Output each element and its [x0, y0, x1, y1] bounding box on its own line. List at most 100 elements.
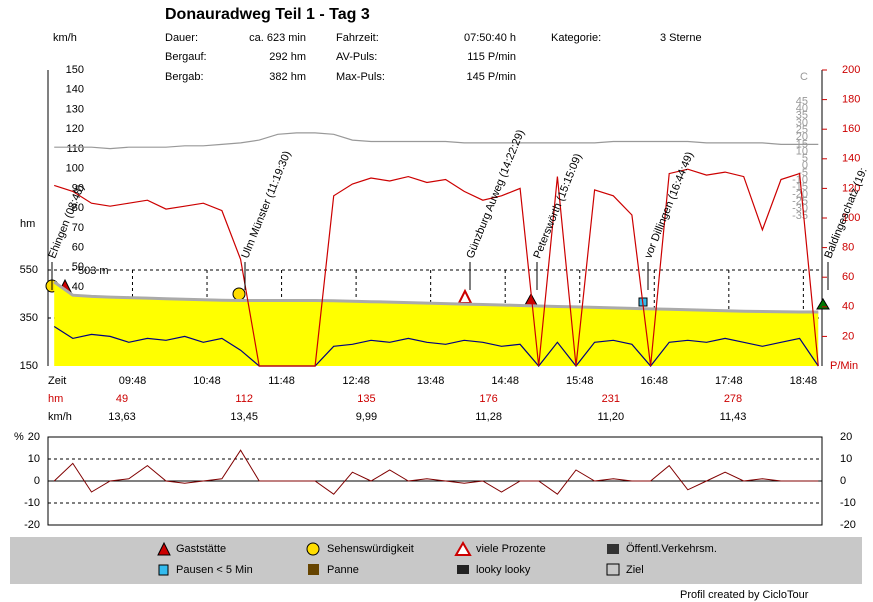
- legend-entry: Panne: [327, 564, 359, 576]
- stats-value: 112: [235, 393, 253, 405]
- summary-label: Kategorie:: [551, 32, 601, 44]
- legend-icons: [157, 541, 620, 576]
- legend-entry: Öffentl.Verkehrsm.: [626, 543, 717, 555]
- stats-value: 11,43: [720, 411, 747, 423]
- annotation: vor Dillingen (16:44:49): [642, 150, 696, 260]
- chart-title: Donauradweg Teil 1 - Tag 3: [165, 6, 370, 23]
- x-tick-label: 12:48: [342, 375, 370, 387]
- elevation-label: 503 m: [78, 265, 109, 277]
- summary-value: 07:50:40 h: [464, 32, 516, 44]
- y-tick-label: 110: [66, 143, 84, 155]
- y-tick-label: 70: [72, 222, 84, 234]
- legend-entry: Pausen < 5 Min: [176, 564, 253, 576]
- y4-tick-label: -25: [792, 195, 808, 207]
- stats-value: 49: [116, 393, 128, 405]
- poi-smiley: [232, 287, 246, 301]
- annotation: Peterswörth (15:15:09): [531, 152, 584, 260]
- summary-label: Dauer:: [165, 32, 198, 44]
- legend-icon: [158, 564, 169, 576]
- y3-tick-label: 550: [20, 264, 38, 276]
- y2-tick-label: 200: [842, 64, 860, 76]
- y4-tick-label: 0: [802, 160, 808, 172]
- x-tick-label: 18:48: [790, 375, 818, 387]
- annotation: Ulm Münster (11:19:30): [239, 149, 293, 260]
- y4-tick-label: 25: [796, 124, 808, 136]
- summary-label: Fahrzeit:: [336, 32, 379, 44]
- x-tick-label: 09:48: [119, 375, 147, 387]
- y4-tick-label: 5: [802, 153, 808, 165]
- x-axis-label: Zeit: [48, 375, 66, 387]
- stats-label: hm: [48, 393, 63, 405]
- y2-tick-label: 180: [842, 94, 860, 106]
- axis-unit: C: [800, 71, 808, 83]
- stats-value: 176: [479, 393, 497, 405]
- y-tick-label-right: -20: [840, 519, 856, 531]
- x-tick-label: 17:48: [715, 375, 743, 387]
- axis-unit: km/h: [53, 32, 77, 44]
- axis-unit: P/Min: [830, 360, 858, 372]
- summary-label: Bergab:: [165, 71, 204, 83]
- stats-value: 135: [357, 393, 375, 405]
- y-tick-label: 130: [66, 103, 84, 115]
- y3-tick-label: 150: [20, 360, 38, 372]
- poi-finish: [816, 298, 830, 310]
- summary-value: 382 hm: [269, 71, 306, 83]
- y-tick-label: -10: [24, 497, 40, 509]
- legend-entry: Sehenswürdigkeit: [327, 543, 414, 555]
- x-tick-label: 14:48: [491, 375, 519, 387]
- summary-value: 3 Sterne: [660, 32, 702, 44]
- y4-tick-label: -15: [792, 181, 808, 193]
- y-tick-label-right: 0: [840, 475, 846, 487]
- y-tick-label: 90: [72, 182, 84, 194]
- stats-value: 13,45: [230, 411, 258, 423]
- stats-value: 231: [602, 393, 620, 405]
- stats-value: 278: [724, 393, 742, 405]
- series-line: [54, 132, 819, 150]
- y4-tick-label: 10: [796, 145, 808, 157]
- summary-label: AV-Puls:: [336, 51, 377, 63]
- legend-entry: looky looky: [476, 564, 531, 576]
- stats-label: km/h: [48, 411, 72, 423]
- legend-icon: [308, 564, 319, 575]
- y-tick-label-right: 10: [840, 453, 852, 465]
- y3-tick-label: 350: [20, 312, 38, 324]
- stats-value: 9,99: [356, 411, 377, 423]
- legend-entry: viele Prozente: [476, 543, 546, 555]
- y-tick-label: -20: [24, 519, 40, 531]
- stats-value: 11,28: [475, 411, 502, 423]
- legend-icon: [454, 541, 472, 556]
- elevation-area: [54, 282, 819, 366]
- series-line: [54, 168, 819, 367]
- legend-box: [10, 537, 862, 584]
- stats-value: 13,63: [108, 411, 136, 423]
- y4-tick-label: -35: [792, 210, 808, 222]
- y4-tick-label: 35: [796, 110, 808, 122]
- y2-tick-label: 60: [842, 271, 854, 283]
- y-axis-unit: %: [14, 431, 24, 443]
- legend-icon: [606, 563, 620, 576]
- y2-tick-label: 40: [842, 301, 854, 313]
- y-tick-label-right: -10: [840, 497, 856, 509]
- y-tick-label: 80: [72, 202, 84, 214]
- y4-tick-label: -20: [792, 188, 808, 200]
- summary-label: Max-Puls:: [336, 71, 385, 83]
- y4-tick-label: 20: [796, 131, 808, 143]
- y4-tick-label: 40: [796, 103, 808, 115]
- y-tick-label: 40: [72, 281, 84, 293]
- y-tick-label: 140: [66, 84, 84, 96]
- poi-warning: [457, 288, 473, 304]
- x-tick-label: 10:48: [193, 375, 221, 387]
- grade-line: [53, 449, 819, 495]
- y-tick-label: 10: [28, 453, 40, 465]
- stats-value: 11,20: [597, 411, 624, 423]
- legend-icon: [306, 542, 320, 556]
- y-tick-label: 100: [66, 163, 84, 175]
- x-tick-label: 15:48: [566, 375, 594, 387]
- y4-tick-label: -5: [798, 167, 808, 179]
- legend-icon: [607, 544, 619, 554]
- y2-tick-label: 140: [842, 153, 860, 165]
- y2-tick-label: 100: [842, 212, 860, 224]
- y2-tick-label: 160: [842, 123, 860, 135]
- x-tick-label: 11:48: [268, 375, 295, 387]
